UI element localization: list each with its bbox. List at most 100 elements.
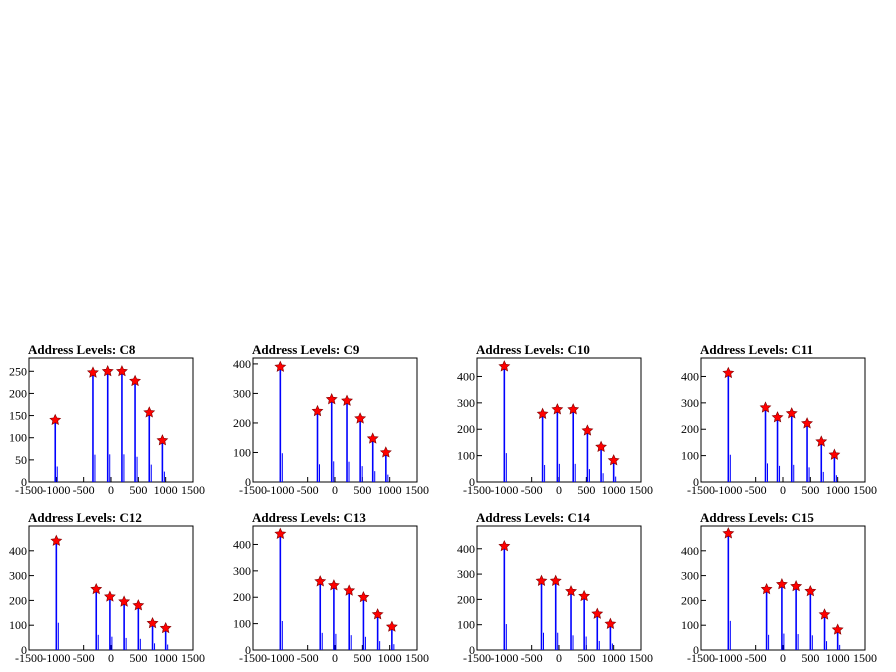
x-tick-label: 1000 xyxy=(602,651,626,665)
x-tick-label: 500 xyxy=(353,483,371,497)
peak-marker xyxy=(325,393,338,405)
peak-marker xyxy=(314,575,327,587)
x-tick-label: 0 xyxy=(780,651,786,665)
peak-marker xyxy=(604,617,617,629)
x-tick-label: -500 xyxy=(745,483,767,497)
peak-marker xyxy=(104,590,116,602)
peak-marker xyxy=(591,607,604,619)
x-tick-label: -1000 xyxy=(490,483,518,497)
x-tick-label: -1500 xyxy=(463,483,491,497)
x-tick-label: -1500 xyxy=(239,651,267,665)
x-tick-label: -500 xyxy=(521,483,543,497)
peak-marker xyxy=(90,582,103,595)
peak-marker xyxy=(607,454,620,466)
x-tick-label: 1000 xyxy=(154,651,178,665)
y-tick-label: 200 xyxy=(9,593,27,607)
peak-marker xyxy=(357,590,370,603)
x-tick-label: -1000 xyxy=(266,483,294,497)
y-tick-label: 300 xyxy=(457,396,475,410)
x-tick-label: -500 xyxy=(73,483,95,497)
y-tick-label: 300 xyxy=(681,396,699,410)
y-tick-label: 100 xyxy=(233,617,251,631)
peak-marker xyxy=(50,534,63,546)
x-tick-label: -1000 xyxy=(714,483,742,497)
y-tick-label: 300 xyxy=(681,569,699,583)
y-tick-label: 100 xyxy=(9,431,27,445)
x-tick-label: -500 xyxy=(73,651,95,665)
peak-marker xyxy=(49,413,62,425)
peak-marker xyxy=(581,424,594,436)
x-tick-label: 1000 xyxy=(154,483,178,497)
peak-marker xyxy=(115,365,128,377)
y-tick-label: 300 xyxy=(233,564,251,578)
x-tick-label: 1500 xyxy=(181,651,205,665)
peak-marker xyxy=(143,406,156,418)
x-tick-label: -1000 xyxy=(266,651,294,665)
peak-marker xyxy=(759,401,772,413)
peak-marker xyxy=(801,417,814,429)
y-tick-label: 400 xyxy=(681,544,699,558)
x-tick-label: -1500 xyxy=(463,651,491,665)
histogram-plot: 0 100 200 300 400 -1500 -1000 -500 0 500 1000 1500 xyxy=(457,525,653,665)
histogram-plot: 0 100 200 300 400 -1500 -1000 -500 0 500 1000 1500 xyxy=(681,357,877,497)
y-tick-label: 100 xyxy=(681,449,699,463)
y-tick-label: 200 xyxy=(233,590,251,604)
x-tick-label: 0 xyxy=(108,651,114,665)
x-tick-label: -500 xyxy=(297,483,319,497)
peak-marker xyxy=(536,407,549,419)
y-tick-label: 0 xyxy=(21,475,27,489)
peak-marker xyxy=(828,448,841,460)
panel-c10: Address Levels: C10 0 100 200 300 400 -1500 -1… xyxy=(457,342,680,502)
y-tick-label: 400 xyxy=(457,369,475,383)
x-tick-label: 500 xyxy=(577,651,595,665)
peak-marker xyxy=(366,432,379,444)
peak-marker xyxy=(385,620,398,632)
x-tick-label: 0 xyxy=(556,483,562,497)
x-tick-label: 1000 xyxy=(378,651,402,665)
x-tick-label: 0 xyxy=(332,651,338,665)
peak-marker xyxy=(343,584,356,596)
panel-c11: Address Levels: C11 0 100 200 300 400 -1500 -1… xyxy=(681,342,896,502)
y-tick-label: 400 xyxy=(457,542,475,556)
peak-marker xyxy=(274,360,287,372)
x-tick-label: 1500 xyxy=(629,483,653,497)
y-tick-label: 0 xyxy=(469,643,475,657)
histogram-plot: 0 100 200 300 400 -1500 -1000 -500 0 500 1000 1500 xyxy=(233,357,429,497)
x-tick-label: -1500 xyxy=(15,651,43,665)
chart-title: Address Levels: C8 xyxy=(28,342,136,357)
peak-marker xyxy=(159,621,172,634)
peak-marker xyxy=(341,394,354,406)
peak-marker xyxy=(371,608,384,620)
y-tick-label: 400 xyxy=(233,357,251,371)
x-tick-label: 500 xyxy=(353,651,371,665)
y-tick-label: 300 xyxy=(457,567,475,581)
x-tick-label: 0 xyxy=(780,483,786,497)
y-tick-label: 200 xyxy=(457,592,475,606)
panel-c8: Address Levels: C8 0 50 100 150 200 250 -1500-… xyxy=(9,342,232,502)
peak-marker xyxy=(804,584,817,597)
peak-marker xyxy=(549,574,562,586)
x-tick-label: 500 xyxy=(801,651,819,665)
x-tick-label: 1500 xyxy=(181,483,205,497)
peak-marker xyxy=(132,599,145,611)
y-tick-label: 100 xyxy=(9,618,27,632)
peak-marker xyxy=(785,407,798,419)
peak-marker xyxy=(156,434,169,446)
x-tick-label: -1500 xyxy=(687,651,715,665)
x-tick-label: -1000 xyxy=(714,651,742,665)
x-tick-label: -500 xyxy=(521,651,543,665)
x-tick-label: 1500 xyxy=(405,651,429,665)
y-tick-label: 300 xyxy=(9,569,27,583)
panel-c13: Address Levels: C13 0 100 200 300 400 -1500 -1… xyxy=(233,510,456,670)
x-tick-label: -1000 xyxy=(490,651,518,665)
y-tick-label: 0 xyxy=(245,643,251,657)
x-tick-label: 1500 xyxy=(853,651,877,665)
y-tick-label: 300 xyxy=(233,386,251,400)
panel-c9: Address Levels: C9 0 100 200 300 400 -1500 -10… xyxy=(233,342,456,502)
chart-title: Address Levels: C14 xyxy=(476,510,590,525)
chart-title: Address Levels: C13 xyxy=(252,510,366,525)
peak-marker xyxy=(595,440,607,452)
x-tick-label: -1500 xyxy=(239,483,267,497)
y-tick-label: 0 xyxy=(693,643,699,657)
y-tick-label: 100 xyxy=(233,445,251,459)
